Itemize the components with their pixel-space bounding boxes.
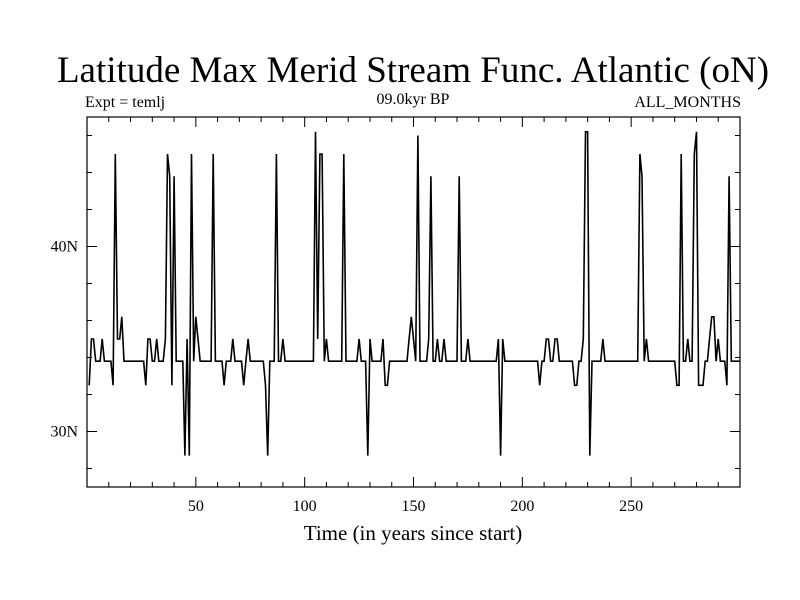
plot-area xyxy=(86,116,741,488)
period-label: 09.0kyr BP xyxy=(377,91,450,108)
x-tick-label: 250 xyxy=(619,498,643,515)
series-line xyxy=(88,131,740,456)
axis-ticks xyxy=(87,117,740,487)
x-axis-label: Time (in years since start) xyxy=(304,521,523,545)
axis-tick-labels: 50 100 150 200 250 30N 40N xyxy=(50,239,643,516)
y-tick-label: 40N xyxy=(50,239,78,256)
x-tick-label: 100 xyxy=(293,498,317,515)
chart-title: Latitude Max Merid Stream Func. Atlantic… xyxy=(57,50,769,91)
x-tick-label: 150 xyxy=(402,498,426,515)
x-tick-label: 50 xyxy=(188,498,204,515)
months-label: ALL_MONTHS xyxy=(634,94,741,111)
x-tick-label: 200 xyxy=(510,498,534,515)
experiment-label: Expt = temlj xyxy=(85,94,165,111)
y-tick-label: 30N xyxy=(50,424,78,441)
